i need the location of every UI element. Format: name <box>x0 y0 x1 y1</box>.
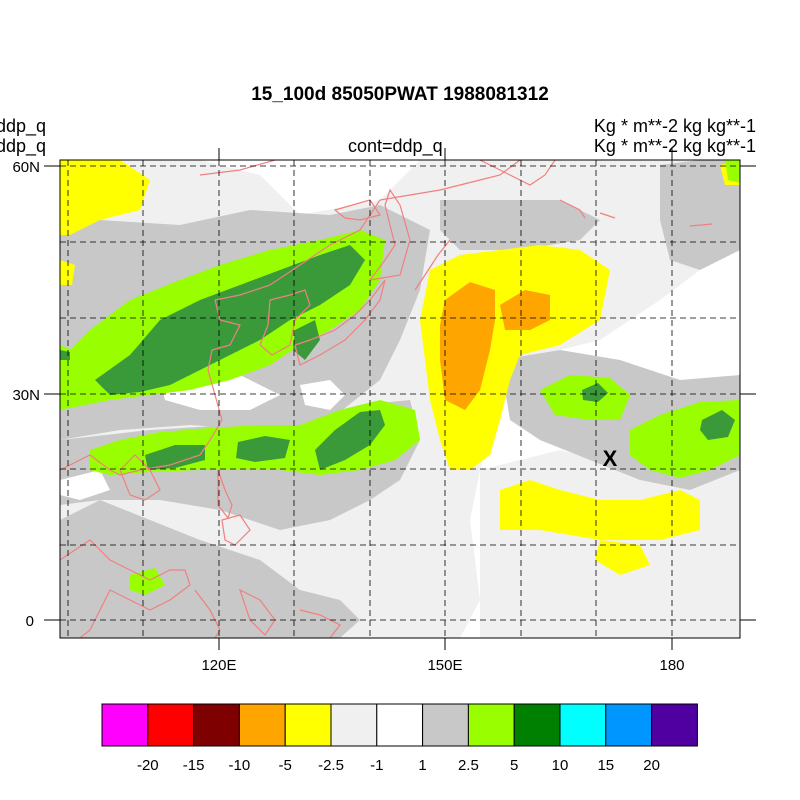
colorbar-label: -15 <box>182 757 205 774</box>
contour-label: cont=ddp_q <box>348 136 443 156</box>
colorbar-label: 1 <box>418 757 427 774</box>
dark-green-region <box>145 445 205 470</box>
colorbar-swatch <box>651 703 698 747</box>
colorbar-swatch <box>330 703 378 747</box>
left-variable-label-2: ddp_q <box>0 136 47 156</box>
units-label: Kg * m**-2 kg kg**-1 <box>593 116 756 136</box>
green-region <box>725 160 740 183</box>
colorbar-swatch <box>376 703 424 747</box>
yellow-region <box>60 160 150 235</box>
grid-lines <box>60 160 740 638</box>
colorbar-swatch <box>193 703 240 747</box>
colorbar-swatch <box>559 703 607 747</box>
yellow-region <box>500 480 700 540</box>
dark-green-region <box>60 350 70 360</box>
map-title: 15_100d 85050PWAT 1988081312 <box>251 84 549 105</box>
colorbar-swatch <box>101 703 149 747</box>
dark-green-region <box>582 383 608 402</box>
dark-green-region <box>315 410 385 470</box>
colorbar-label: 5 <box>510 757 519 774</box>
colorbar-label: 20 <box>643 757 660 774</box>
colorbar-swatch <box>284 703 332 747</box>
gray-region <box>60 500 360 638</box>
lon-tick-label: 180 <box>659 657 684 674</box>
colorbar-label: -2.5 <box>318 757 344 774</box>
lat-tick-label: 0 <box>26 613 34 630</box>
colorbar-swatch <box>605 703 653 747</box>
lat-tick-label: 60N <box>12 159 40 176</box>
colorbar-swatch <box>513 703 561 747</box>
field-shading <box>60 160 740 638</box>
dark-green-region <box>236 436 290 462</box>
dark-green-region <box>293 320 320 360</box>
lon-tick-label: 150E <box>427 657 462 674</box>
orange-region <box>440 282 495 410</box>
gray-region <box>440 200 600 250</box>
colorbar-label: 10 <box>551 757 569 774</box>
colorbar-label: 15 <box>597 757 615 774</box>
left-variable-label: ddp_q <box>0 116 47 136</box>
gray-region <box>660 160 740 270</box>
colorbar-label: -10 <box>228 757 251 774</box>
units-label-2: Kg * m**-2 kg kg**-1 <box>593 136 756 156</box>
dark-green-region <box>700 410 735 440</box>
colorbar-label: -20 <box>136 757 159 774</box>
colorbar-label: 2.5 <box>457 757 479 774</box>
yellow-region <box>595 540 650 575</box>
map-frame <box>44 148 756 650</box>
dark-green-region <box>95 245 365 395</box>
lat-tick-label: 30N <box>12 387 40 404</box>
orange-region <box>500 290 550 330</box>
yellow-region <box>60 260 75 285</box>
location-marker: X <box>603 446 618 471</box>
colorbar-swatch <box>422 703 469 747</box>
colorbar-label: -1 <box>370 757 384 774</box>
colorbar-label: -5 <box>278 757 292 774</box>
colorbar-swatch <box>147 703 195 747</box>
colorbar-swatch <box>238 703 286 747</box>
coastlines <box>60 160 713 638</box>
lon-tick-label: 120E <box>201 657 236 674</box>
colorbar-swatch <box>467 703 515 747</box>
